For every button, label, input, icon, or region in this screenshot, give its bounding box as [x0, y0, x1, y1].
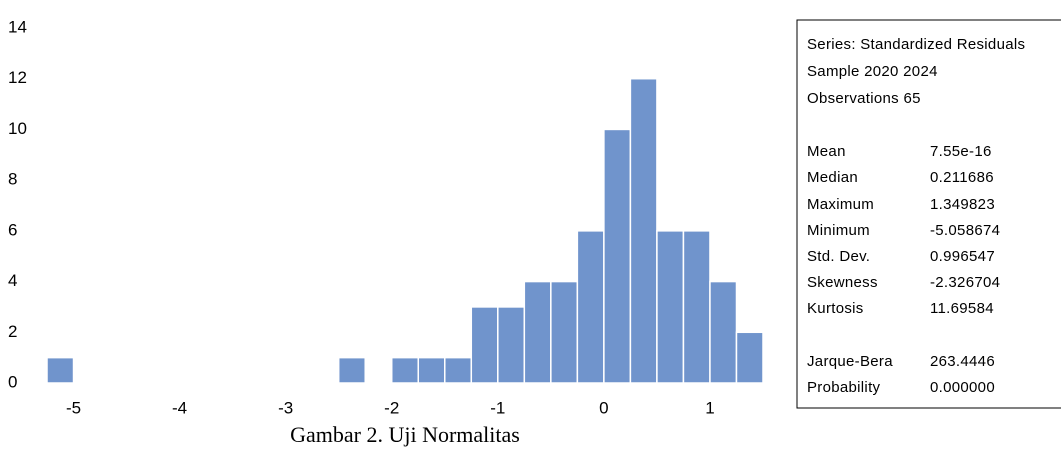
stats-label: Maximum: [807, 196, 874, 213]
stats-value: 0.996547: [930, 248, 995, 265]
x-tick-label: -5: [66, 398, 81, 417]
bar: [470, 306, 499, 384]
bar: [682, 230, 711, 384]
stats-value: 0.000000: [930, 379, 995, 396]
bar: [576, 230, 605, 384]
y-tick-label: 10: [8, 119, 27, 138]
bar: [709, 280, 738, 384]
stats-label: Mean: [807, 143, 846, 160]
bar: [444, 356, 473, 384]
x-tick-label: -2: [384, 398, 399, 417]
x-tick-label: -4: [172, 398, 187, 417]
stats-header: Sample 2020 2024: [807, 63, 938, 80]
stats-value: 0.211686: [930, 169, 994, 186]
stats-value: -5.058674: [930, 222, 1000, 239]
y-tick-label: 6: [8, 220, 17, 239]
stats-label: Median: [807, 169, 858, 186]
bar: [46, 356, 75, 384]
y-tick-label: 0: [8, 372, 17, 391]
y-tick-label: 4: [8, 271, 17, 290]
bar: [550, 280, 579, 384]
bar: [497, 306, 526, 384]
stats-header: Observations 65: [807, 90, 921, 107]
stats-label: Std. Dev.: [807, 248, 870, 265]
x-tick-label: -3: [278, 398, 293, 417]
bar: [629, 77, 658, 384]
stats-header: Series: Standardized Residuals: [807, 36, 1025, 53]
stats-label: Probability: [807, 379, 881, 396]
stats-value: 7.55e-16: [930, 143, 992, 160]
bar: [523, 280, 552, 384]
x-tick-label: -1: [490, 398, 505, 417]
x-tick-label: 1: [705, 398, 714, 417]
y-tick-label: 14: [8, 17, 27, 36]
stats-label: Kurtosis: [807, 300, 864, 317]
stats-value: -2.326704: [930, 274, 1000, 291]
stats-value: 1.349823: [930, 196, 995, 213]
stats-value: 11.69584: [930, 300, 994, 317]
y-tick-label: 8: [8, 170, 17, 189]
stats-box: [796, 19, 1061, 409]
y-tick-label: 2: [8, 322, 17, 341]
bar: [603, 128, 632, 384]
bar: [417, 356, 446, 384]
bar: [735, 331, 764, 384]
stats-label: Skewness: [807, 274, 878, 291]
stats-label: Minimum: [807, 222, 870, 239]
x-tick-label: 0: [599, 398, 608, 417]
bar: [390, 356, 420, 384]
caption: Gambar 2. Uji Normalitas: [290, 422, 520, 447]
stats-value: 263.4446: [930, 353, 995, 370]
stats-label: Jarque-Bera: [807, 353, 893, 370]
bar: [656, 230, 685, 384]
bar: [337, 356, 366, 384]
y-tick-label: 12: [8, 68, 27, 87]
